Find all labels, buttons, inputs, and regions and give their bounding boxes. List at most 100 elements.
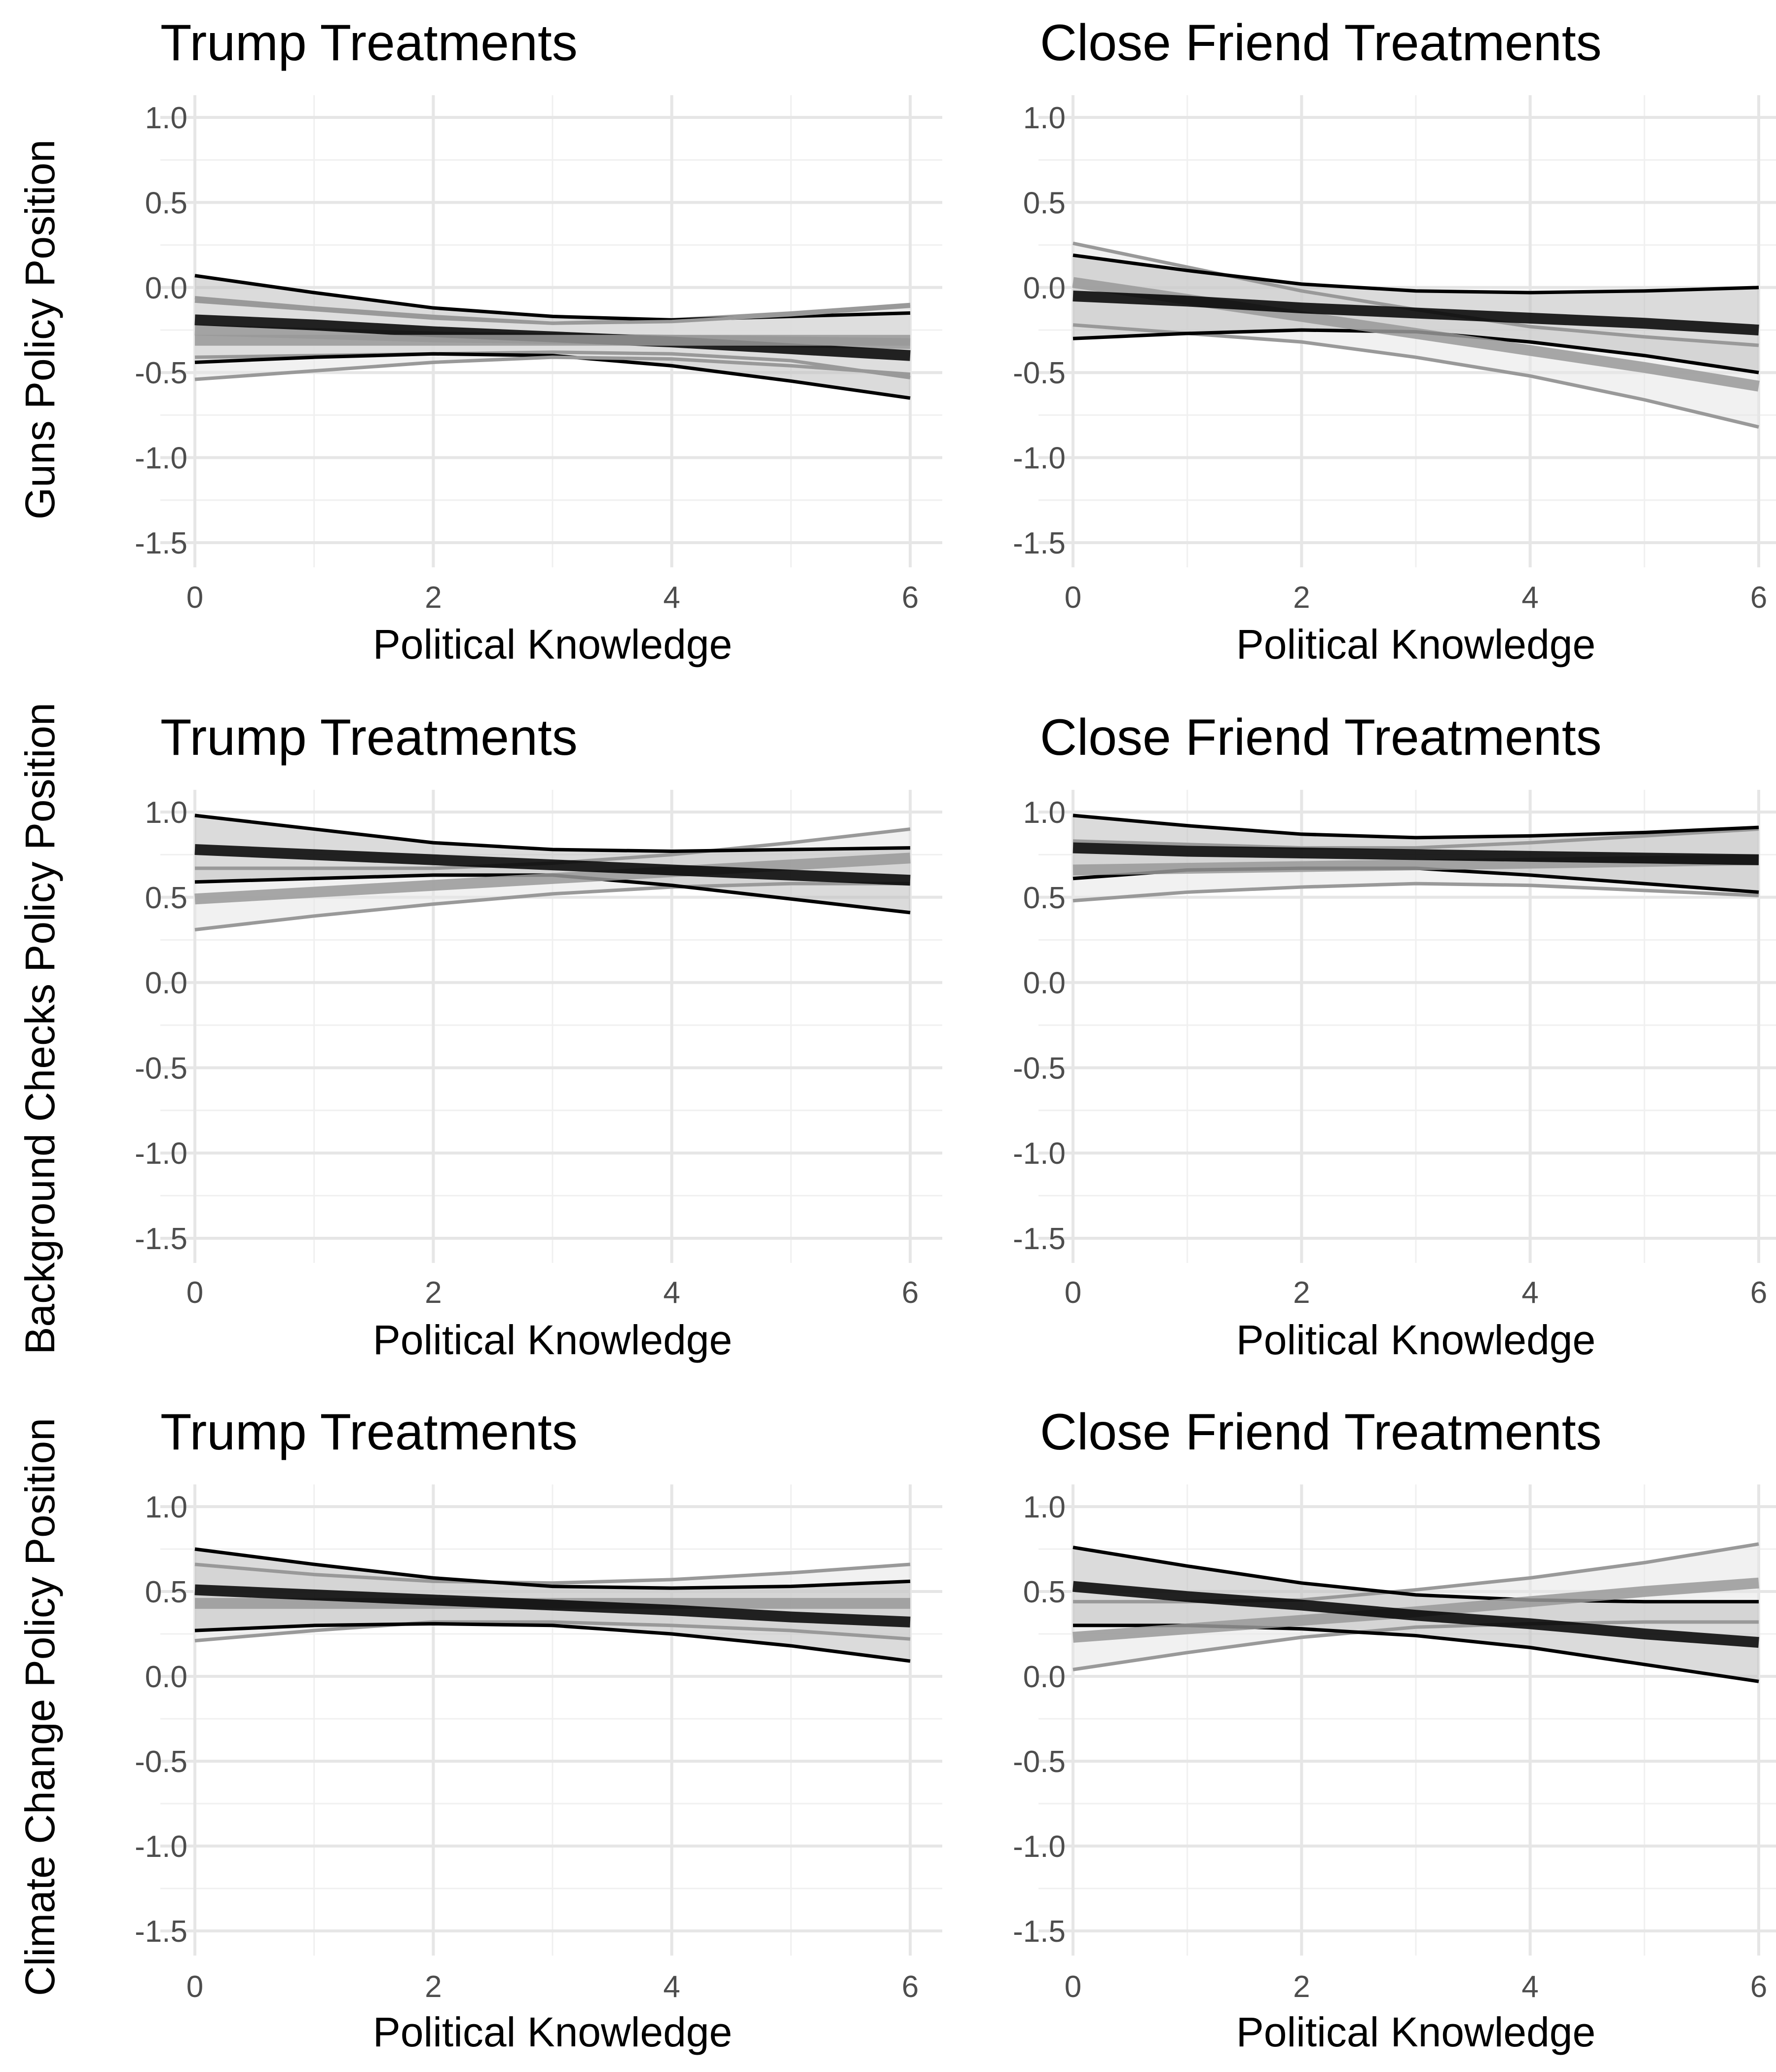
x-tick-label: 0 xyxy=(1065,1276,1081,1310)
band-upper-line xyxy=(194,1562,911,1585)
panel-guns-close-friend: 1.0 0.5 0.0 -0.5 -1.0 -1.5 0 2 4 6 Close Friend Tr… xyxy=(1013,14,1776,667)
x-tick-label: 6 xyxy=(902,1970,919,2004)
y-tick-label: 1.0 xyxy=(145,101,187,135)
series-estimate-line xyxy=(194,1584,911,1628)
y-tick-label: -1.0 xyxy=(1013,442,1066,476)
y-tick-label: -0.5 xyxy=(135,356,187,390)
y-tick-label: 0.5 xyxy=(1023,1575,1066,1609)
y-tick-label: -1.5 xyxy=(1013,526,1066,560)
series-estimate-line xyxy=(1073,842,1759,865)
band-upper-line xyxy=(1073,1546,1759,1604)
y-tick-label: 0.5 xyxy=(145,881,187,915)
y-tick-label: -0.5 xyxy=(135,1051,187,1085)
band-lower-line xyxy=(1073,882,1759,903)
panel-title: Trump Treatments xyxy=(160,709,578,766)
x-tick-label: 0 xyxy=(1065,1970,1081,2004)
x-tick-label: 6 xyxy=(902,1276,919,1310)
panel-background-checks-trump: 1.0 0.5 0.0 -0.5 -1.0 -1.5 0 2 4 6 Trump Treatment… xyxy=(135,709,942,1363)
x-tick-label: 6 xyxy=(1750,1276,1767,1310)
panel-title: Trump Treatments xyxy=(160,14,578,72)
y-tick-label: -1.0 xyxy=(135,1137,187,1171)
panel-guns-trump: 1.0 0.5 0.0 -0.5 -1.0 -1.5 0 2 4 6 Trump Treatment… xyxy=(135,14,942,667)
y-tick-label: -1.5 xyxy=(1013,1222,1066,1256)
x-tick-label: 4 xyxy=(1521,581,1538,615)
panel-title: Close Friend Treatments xyxy=(1040,14,1602,72)
series-estimate-line xyxy=(194,844,911,886)
y-tick-label: -1.0 xyxy=(135,1830,187,1864)
band-lower-line xyxy=(194,355,911,381)
x-axis-label: Political Knowledge xyxy=(373,621,732,667)
series-estimate-line xyxy=(1073,291,1759,335)
y-tick-label: 1.0 xyxy=(1023,101,1066,135)
y-tick-label: -1.0 xyxy=(135,442,187,476)
panel-background-checks-close-friend: 1.0 0.5 0.0 -0.5 -1.0 -1.5 0 2 4 6 Close Friend Tr… xyxy=(1013,709,1776,1363)
x-tick-label: 2 xyxy=(1293,1970,1310,2004)
band-upper-line xyxy=(194,814,911,853)
x-tick-label: 2 xyxy=(425,581,442,615)
band-upper-line xyxy=(194,299,911,325)
y-tick-label: -1.5 xyxy=(135,1915,187,1949)
x-tick-label: 4 xyxy=(663,1970,680,2004)
y-tick-label: 0.5 xyxy=(1023,186,1066,220)
x-tick-label: 2 xyxy=(1293,581,1310,615)
x-tick-label: 6 xyxy=(1750,1970,1767,2004)
panel-title: Close Friend Treatments xyxy=(1040,1404,1602,1461)
y-tick-label: 0.0 xyxy=(1023,966,1066,1000)
x-tick-label: 2 xyxy=(425,1970,442,2004)
y-tick-label: -1.5 xyxy=(1013,1915,1066,1949)
y-tick-label: 0.0 xyxy=(1023,1660,1066,1694)
band-upper-line xyxy=(1073,814,1759,840)
y-tick-label: 0.0 xyxy=(145,271,187,305)
row-label-background-checks: Background Checks Policy Position xyxy=(17,703,63,1354)
y-tick-label: -0.5 xyxy=(135,1745,187,1779)
band-upper-line xyxy=(1073,253,1759,295)
band-upper-line xyxy=(1073,827,1759,850)
x-axis-label: Political Knowledge xyxy=(1236,621,1595,667)
y-tick-label: -0.5 xyxy=(1013,1745,1066,1779)
y-tick-label: 0.5 xyxy=(1023,881,1066,915)
band-lower-line xyxy=(194,882,910,931)
y-tick-label: 0.5 xyxy=(145,1575,187,1609)
row-label-guns: Guns Policy Position xyxy=(17,140,63,519)
x-axis-label: Political Knowledge xyxy=(373,2009,732,2055)
band-lower-line xyxy=(194,1620,911,1643)
band-upper-line xyxy=(194,1547,911,1590)
row-label-climate-change: Climate Change Policy Position xyxy=(17,1418,63,1996)
x-axis-label: Political Knowledge xyxy=(373,1317,732,1363)
x-tick-label: 0 xyxy=(186,1276,203,1310)
band-lower-line xyxy=(194,1622,911,1663)
x-axis-label: Political Knowledge xyxy=(1236,2009,1595,2055)
panel-title: Trump Treatments xyxy=(160,1404,578,1461)
x-tick-label: 4 xyxy=(1521,1970,1538,2004)
x-tick-label: 6 xyxy=(1750,581,1767,615)
x-tick-label: 0 xyxy=(186,581,203,615)
x-axis-label: Political Knowledge xyxy=(1236,1317,1595,1363)
y-tick-label: 1.0 xyxy=(145,796,187,830)
y-tick-label: 1.0 xyxy=(145,1490,187,1524)
y-tick-label: 1.0 xyxy=(1023,796,1066,830)
y-tick-label: 0.0 xyxy=(145,1660,187,1694)
x-tick-label: 2 xyxy=(425,1276,442,1310)
x-tick-label: 0 xyxy=(186,1970,203,2004)
panel-title: Close Friend Treatments xyxy=(1040,709,1602,766)
panel-climate-change-trump: 1.0 0.5 0.0 -0.5 -1.0 -1.5 0 2 4 6 Trump Treatment… xyxy=(135,1404,942,2055)
x-tick-label: 2 xyxy=(1293,1276,1310,1310)
y-tick-label: 0.0 xyxy=(1023,271,1066,305)
y-tick-label: -1.0 xyxy=(1013,1137,1066,1171)
x-tick-label: 6 xyxy=(902,581,919,615)
y-tick-label: 1.0 xyxy=(1023,1490,1066,1524)
band-lower-line xyxy=(1073,1620,1759,1671)
y-tick-label: 0.0 xyxy=(145,966,187,1000)
x-tick-label: 4 xyxy=(663,1276,680,1310)
x-tick-label: 4 xyxy=(1521,1276,1538,1310)
y-tick-label: -1.5 xyxy=(135,526,187,560)
y-tick-label: 0.5 xyxy=(145,186,187,220)
y-tick-label: -1.0 xyxy=(1013,1830,1066,1864)
x-tick-label: 0 xyxy=(1065,581,1081,615)
series-estimate-line xyxy=(1073,1581,1759,1648)
panel-climate-change-close-friend: 1.0 0.5 0.0 -0.5 -1.0 -1.5 0 2 4 6 Close Friend Tr… xyxy=(1013,1404,1776,2055)
y-tick-label: -1.5 xyxy=(135,1222,187,1256)
series-estimate-line xyxy=(194,852,911,905)
y-tick-label: -0.5 xyxy=(1013,1051,1066,1085)
